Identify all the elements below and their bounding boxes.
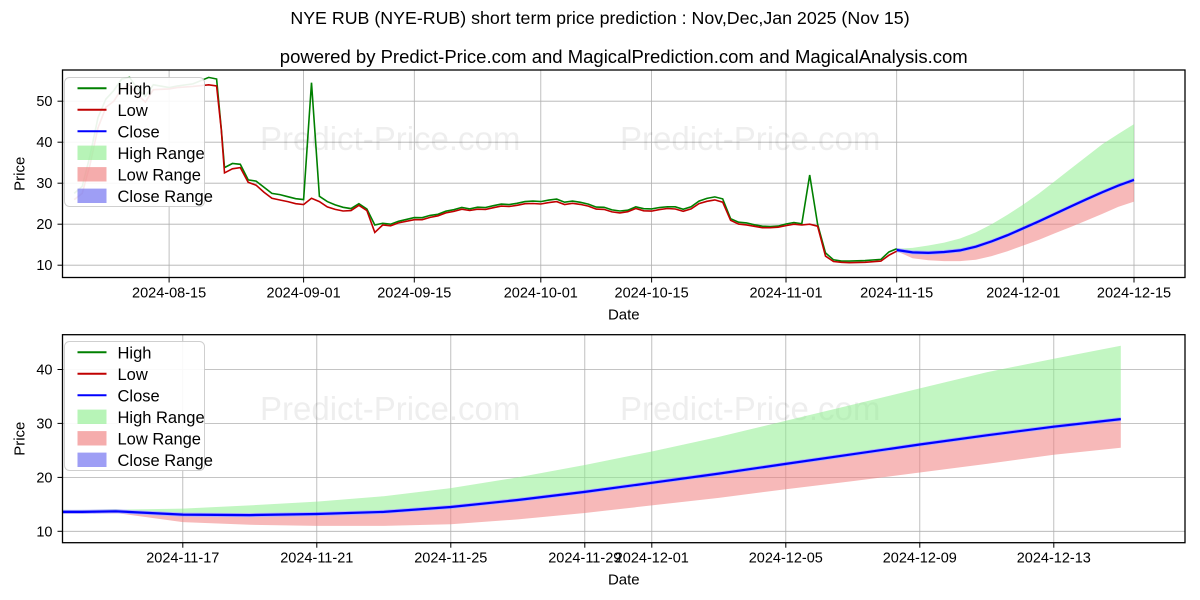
svg-text:2024-11-15: 2024-11-15 [860,286,933,302]
svg-text:20: 20 [36,217,52,233]
svg-text:High Range: High Range [118,409,205,427]
svg-text:Close: Close [118,388,160,406]
svg-text:2024-09-01: 2024-09-01 [267,286,341,302]
svg-text:Date: Date [608,572,640,589]
svg-text:Low Range: Low Range [118,431,201,449]
svg-text:10: 10 [36,524,52,540]
svg-text:Price: Price [12,422,29,456]
svg-text:Low: Low [118,102,148,120]
svg-text:2024-11-01: 2024-11-01 [749,286,822,302]
svg-text:2024-11-17: 2024-11-17 [146,551,219,567]
svg-text:10: 10 [36,258,52,274]
svg-text:40: 40 [36,135,52,151]
svg-text:High: High [118,345,152,363]
svg-text:2024-08-15: 2024-08-15 [132,286,206,302]
svg-text:Predict-Price.com: Predict-Price.com [620,120,880,157]
svg-text:2024-12-01: 2024-12-01 [615,551,689,567]
svg-text:2024-11-29: 2024-11-29 [548,551,621,567]
svg-text:2024-11-25: 2024-11-25 [414,551,487,567]
svg-text:2024-10-01: 2024-10-01 [504,286,578,302]
svg-text:50: 50 [36,94,52,110]
svg-text:High Range: High Range [118,145,205,163]
svg-text:20: 20 [36,470,52,486]
svg-text:Close Range: Close Range [118,452,213,470]
svg-text:2024-09-15: 2024-09-15 [377,286,451,302]
svg-text:Low: Low [118,366,148,384]
svg-text:High: High [118,81,152,99]
svg-text:2024-12-05: 2024-12-05 [749,551,823,567]
svg-text:2024-12-15: 2024-12-15 [1097,286,1171,302]
svg-text:Close Range: Close Range [118,188,213,206]
svg-text:Close: Close [118,124,160,142]
svg-text:Price: Price [12,157,29,191]
svg-text:2024-10-15: 2024-10-15 [615,286,689,302]
svg-text:2024-12-13: 2024-12-13 [1017,551,1091,567]
svg-text:Predict-Price.com: Predict-Price.com [260,120,520,157]
svg-text:2024-11-21: 2024-11-21 [280,551,353,567]
svg-text:30: 30 [36,176,52,192]
svg-text:Predict-Price.com: Predict-Price.com [260,390,520,427]
svg-text:Low Range: Low Range [118,167,201,185]
svg-text:2024-12-01: 2024-12-01 [986,286,1060,302]
svg-text:2024-12-09: 2024-12-09 [883,551,957,567]
svg-text:40: 40 [36,363,52,379]
svg-text:30: 30 [36,416,52,432]
svg-text:Date: Date [608,307,640,324]
